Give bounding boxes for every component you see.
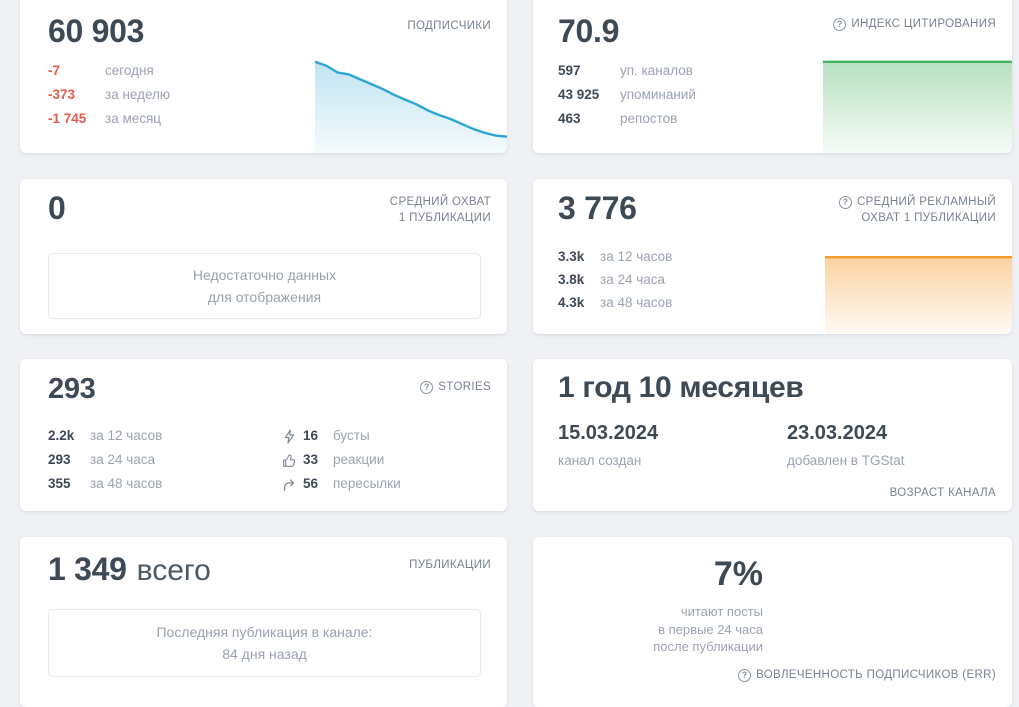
avg-ad-reach-value: 3 776 — [558, 190, 637, 226]
publications-card-title: ПУБЛИКАЦИИ — [409, 559, 491, 571]
subscribers-count: 60 903 — [48, 13, 145, 49]
engagement-label: реакции — [333, 452, 385, 467]
err-line2: в первые 24 часа — [658, 621, 763, 637]
ad-reach-title-line2: ОХВАТ 1 ПУБЛИКАЦИИ — [861, 212, 996, 224]
stat-row: -1 745 за месяц — [48, 107, 170, 131]
stat-value: 4.3k — [558, 295, 585, 310]
avg-reach-title-line2: 1 ПУБЛИКАЦИИ — [398, 212, 491, 224]
engagement-value: 56 — [303, 476, 319, 491]
stat-label: за 24 часа — [90, 452, 156, 467]
last-publication-line1: Последняя публикация в канале: — [156, 624, 373, 640]
avg-reach-value: 0 — [48, 190, 66, 226]
channel-age-card-title: ВОЗРАСТ КАНАЛА — [889, 487, 996, 499]
stories-card: 293 ? STORIES 2.2k за 12 часов 293 за 24… — [20, 359, 507, 511]
stat-row: 43 925 упоминаний — [558, 83, 696, 107]
engagement-label: бусты — [333, 428, 370, 443]
channel-added-label: добавлен в TGStat — [787, 453, 905, 468]
stat-label: за месяц — [105, 111, 162, 126]
citation-index-value: 70.9 — [558, 13, 620, 49]
avg-reach-title-line1: СРЕДНИЙ ОХВАТ — [389, 196, 491, 208]
subscribers-card-title: ПОДПИСЧИКИ — [407, 20, 491, 32]
stat-label: за 12 часов — [600, 249, 673, 264]
stat-label: упоминаний — [620, 87, 696, 102]
stat-row: 597 уп. каналов — [558, 59, 696, 83]
publications-card: 1 349 всего ПУБЛИКАЦИИ Последняя публика… — [20, 537, 507, 707]
stat-row: -373 за неделю — [48, 83, 170, 107]
stat-value: 293 — [48, 452, 71, 467]
stat-label: за неделю — [105, 87, 171, 102]
stat-row: 4.3k за 48 часов — [558, 291, 672, 314]
channel-created-date: 15.03.2024 — [558, 422, 659, 444]
channel-age-value: 1 год 10 месяцев — [558, 371, 804, 404]
err-line1: читают посты — [680, 604, 763, 619]
help-icon[interactable]: ? — [833, 17, 847, 31]
stat-value: 2.2k — [48, 428, 75, 443]
publications-suffix: всего — [136, 554, 211, 587]
channel-added-date: 23.03.2024 — [787, 422, 888, 444]
stat-value: 3.3k — [558, 249, 585, 264]
engagement-label: пересылки — [333, 476, 401, 491]
avg-ad-reach-card: 3 776 ? СРЕДНИЙ РЕКЛАМНЫЙ ОХВАТ 1 ПУБЛИК… — [533, 179, 1012, 334]
stories-count: 293 — [48, 373, 96, 405]
stat-row: 3.8k за 24 часа — [558, 268, 672, 291]
stat-value: 43 925 — [558, 87, 600, 102]
help-icon[interactable]: ? — [738, 668, 752, 682]
engagement-row: 33 реакции — [282, 448, 401, 472]
stat-label: за 48 часов — [600, 295, 673, 310]
citation-card-title: ИНДЕКС ЦИТИРОВАНИЯ — [851, 18, 996, 30]
citation-index-card: 70.9 ? ИНДЕКС ЦИТИРОВАНИЯ 597 уп. канало… — [533, 0, 1012, 153]
stat-value: -373 — [48, 87, 76, 102]
stat-value: 355 — [48, 476, 71, 491]
publications-count: 1 349 — [48, 551, 127, 587]
stat-row: 355 за 48 часов — [48, 472, 162, 496]
subscribers-card: 60 903 ПОДПИСЧИКИ -7 сегодня -373 за нед… — [20, 0, 507, 153]
stat-value: -1 745 — [48, 111, 87, 126]
channel-age-card: 1 год 10 месяцев 15.03.2024 канал создан… — [533, 359, 1012, 511]
stat-label: репостов — [620, 111, 678, 126]
stat-label: за 24 часа — [600, 272, 666, 287]
boost-icon — [282, 428, 297, 444]
stat-label: за 48 часов — [90, 476, 163, 491]
stat-row: 2.2k за 12 часов — [48, 424, 162, 448]
ad-reach-sparkline-chart — [825, 254, 1012, 334]
engagement-row: 16 бусты — [282, 424, 401, 448]
stat-value: 3.8k — [558, 272, 585, 287]
err-line3: после публикации — [653, 639, 763, 654]
ad-reach-title-line1: СРЕДНИЙ РЕКЛАМНЫЙ — [856, 196, 996, 208]
stat-row: 293 за 24 часа — [48, 448, 162, 472]
engagement-value: 16 — [303, 428, 319, 443]
no-data-box: Недостаточно данных для отображения — [48, 253, 481, 319]
stat-label: сегодня — [105, 63, 154, 78]
stat-label: за 12 часов — [90, 428, 163, 443]
engagement-row: 56 пересылки — [282, 472, 401, 496]
no-data-line1: Недостаточно данных — [192, 267, 337, 283]
avg-reach-card: 0 СРЕДНИЙ ОХВАТ 1 ПУБЛИКАЦИИ Недостаточн… — [20, 179, 507, 334]
stat-value: -7 — [48, 63, 61, 78]
help-icon[interactable]: ? — [420, 380, 434, 394]
stat-row: -7 сегодня — [48, 59, 170, 83]
stories-card-title: STORIES — [438, 381, 491, 393]
stat-row: 463 репостов — [558, 107, 696, 131]
subscribers-sparkline-chart — [315, 57, 507, 153]
stat-value: 597 — [558, 63, 581, 78]
last-publication-line2: 84 дня назад — [222, 646, 307, 662]
citation-sparkline-chart — [823, 58, 1012, 153]
err-card-title: ВОВЛЕЧЕННОСТЬ ПОДПИСЧИКОВ (ERR) — [756, 669, 996, 681]
thumbs-up-icon — [282, 453, 297, 468]
stat-value: 463 — [558, 111, 581, 126]
err-value: 7% — [713, 555, 763, 593]
stat-label: уп. каналов — [620, 63, 693, 78]
err-card: 7% читают посты в первые 24 часа после п… — [533, 537, 1012, 707]
stat-row: 3.3k за 12 часов — [558, 245, 672, 268]
no-data-line2: для отображения — [207, 289, 322, 305]
last-publication-box: Последняя публикация в канале: 84 дня на… — [48, 609, 481, 677]
channel-created-label: канал создан — [558, 453, 642, 468]
engagement-value: 33 — [303, 452, 319, 467]
forward-icon — [282, 477, 297, 492]
help-icon[interactable]: ? — [838, 195, 852, 209]
